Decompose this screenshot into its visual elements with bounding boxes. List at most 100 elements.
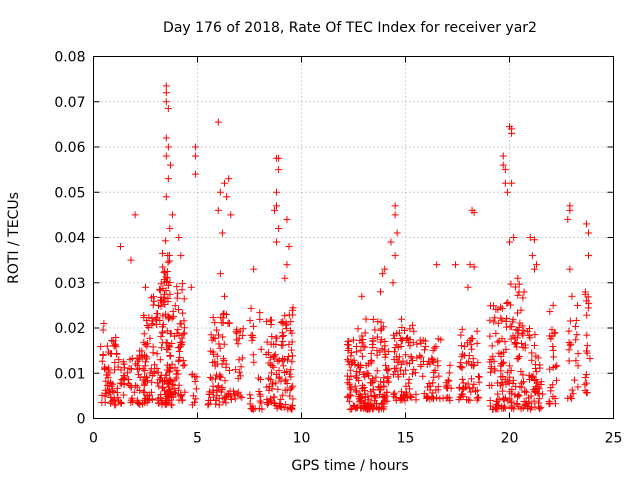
data-point	[513, 399, 521, 407]
data-point	[205, 390, 213, 398]
data-point	[180, 329, 188, 337]
data-point	[278, 329, 286, 337]
data-point	[209, 314, 217, 322]
data-point	[394, 373, 402, 381]
data-point	[382, 350, 390, 358]
data-point	[494, 306, 502, 314]
data-point	[382, 361, 390, 369]
data-point	[380, 378, 388, 386]
data-point	[445, 369, 453, 377]
data-point	[161, 237, 169, 245]
x-tick-label: 5	[193, 431, 202, 447]
data-point	[352, 388, 360, 396]
data-point	[150, 361, 158, 369]
data-point	[492, 397, 500, 405]
data-point	[377, 326, 385, 334]
data-point	[208, 336, 216, 344]
data-point	[585, 252, 593, 260]
data-point	[368, 378, 376, 386]
data-point	[498, 305, 506, 313]
data-point	[273, 238, 281, 246]
data-point	[105, 364, 113, 372]
data-point	[135, 355, 143, 363]
data-point	[263, 338, 271, 346]
data-point	[474, 359, 482, 367]
data-point	[127, 383, 135, 391]
data-point	[514, 309, 522, 317]
data-point	[531, 361, 539, 369]
data-point	[176, 320, 184, 328]
data-point	[503, 299, 511, 307]
data-point	[153, 350, 161, 358]
data-point	[164, 143, 172, 151]
data-point	[571, 376, 579, 384]
data-point	[546, 365, 554, 373]
data-point	[495, 349, 503, 357]
data-point	[373, 367, 381, 375]
data-point	[535, 399, 543, 407]
data-point	[381, 265, 389, 273]
data-point	[506, 373, 514, 381]
data-point	[506, 362, 514, 370]
data-point	[246, 391, 254, 399]
data-point	[108, 382, 116, 390]
data-point	[107, 350, 115, 358]
data-point	[391, 389, 399, 397]
data-point	[161, 400, 169, 408]
data-point	[509, 332, 517, 340]
data-point	[174, 344, 182, 352]
data-point	[117, 366, 125, 374]
data-point	[530, 397, 538, 405]
data-point	[287, 366, 295, 374]
data-point	[224, 319, 232, 327]
data-point	[420, 357, 428, 365]
data-point	[468, 361, 476, 369]
data-point	[491, 314, 499, 322]
data-point	[582, 379, 590, 387]
data-point	[466, 261, 474, 269]
data-point	[345, 397, 353, 405]
data-point	[406, 393, 414, 401]
data-point	[220, 356, 228, 364]
data-point	[225, 175, 233, 183]
data-point	[163, 393, 171, 401]
data-point	[369, 315, 377, 323]
data-point	[221, 377, 229, 385]
data-point	[565, 357, 573, 365]
data-point	[273, 202, 281, 210]
data-point	[491, 367, 499, 375]
data-point	[581, 373, 589, 381]
data-point	[169, 393, 177, 401]
data-point	[166, 343, 174, 351]
data-point	[288, 358, 296, 366]
data-point	[234, 390, 242, 398]
data-point	[146, 369, 154, 377]
data-point	[431, 366, 439, 374]
data-point	[289, 395, 297, 403]
data-point	[501, 338, 509, 346]
data-point	[127, 256, 135, 264]
y-tick-label: 0.02	[54, 321, 85, 337]
data-point	[279, 318, 287, 326]
data-point	[142, 283, 149, 291]
data-point	[549, 381, 557, 389]
data-point	[271, 351, 279, 359]
data-point	[533, 261, 541, 269]
data-point	[268, 333, 276, 341]
data-point	[525, 325, 533, 333]
data-point	[133, 383, 141, 391]
data-point	[582, 297, 590, 305]
data-point	[103, 342, 111, 350]
data-point	[369, 337, 377, 345]
data-point	[535, 390, 543, 398]
data-point	[530, 342, 538, 350]
data-point	[279, 355, 287, 363]
data-point	[527, 392, 535, 400]
data-point	[391, 211, 399, 219]
data-point	[432, 343, 440, 351]
data-point	[170, 389, 178, 397]
data-point	[393, 229, 401, 237]
data-point	[277, 318, 285, 326]
data-point	[402, 351, 410, 359]
data-point	[166, 161, 174, 169]
